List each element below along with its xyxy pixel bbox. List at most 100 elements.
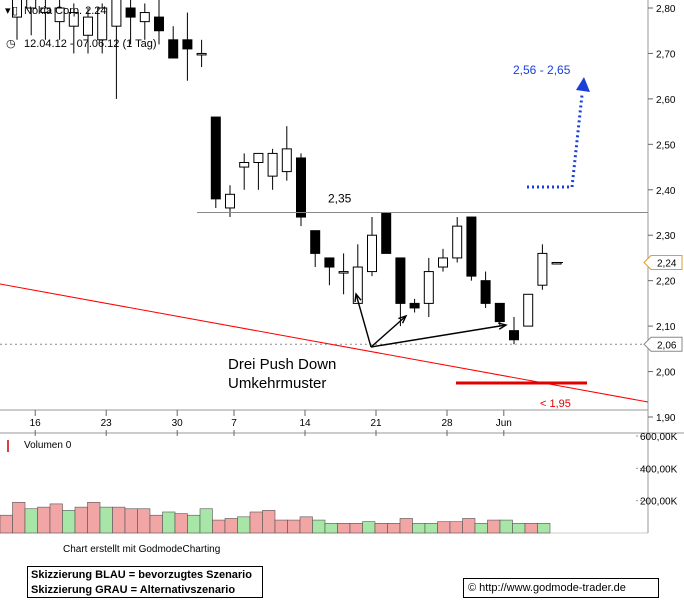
- candle: [423, 257, 434, 318]
- pattern-arrowhead: [354, 292, 362, 303]
- volume-bar: [199, 508, 213, 534]
- stop-label: < 1,95: [540, 398, 571, 410]
- candle: [509, 317, 519, 345]
- volume-bar: [524, 522, 538, 534]
- candle-body: [154, 16, 164, 32]
- volume-bar: [262, 510, 276, 534]
- candle-body: [296, 157, 306, 218]
- candle-body: [438, 257, 448, 268]
- candle: [324, 257, 335, 286]
- volume-bar: [387, 522, 401, 534]
- candle-body: [225, 193, 235, 209]
- volume-bar: [424, 522, 438, 534]
- volume-bar: [487, 519, 501, 534]
- candle: [466, 216, 477, 281]
- x-tick-label: 16: [30, 418, 42, 429]
- x-tick-label: 28: [441, 418, 453, 429]
- candle: [168, 26, 179, 59]
- y-tick-label: 2,20: [656, 277, 676, 288]
- volume-bar: [437, 521, 451, 534]
- y-tick-label: 2,60: [656, 95, 676, 106]
- chart-type-icon: ▯: [12, 5, 19, 17]
- candle: [409, 298, 420, 313]
- x-tick-label: Jun: [496, 418, 512, 429]
- candle: [225, 185, 235, 218]
- candle: [26, 0, 37, 36]
- candle-body: [367, 234, 377, 273]
- candle-body: [480, 280, 491, 304]
- annotations: 2,35 < 1,95 2,56 - 2,65 Drei Push Down Umkeh…: [0, 63, 683, 410]
- pattern-label-line1: Drei Push Down: [228, 356, 336, 373]
- volume-bar: [149, 514, 163, 534]
- candle: [267, 148, 278, 190]
- candle: [83, 8, 93, 54]
- candle: [480, 271, 491, 308]
- volume-bar: [124, 508, 138, 534]
- candle-body: [182, 39, 193, 50]
- candle: [381, 212, 392, 254]
- candle-body: [125, 7, 136, 18]
- candle-body: [54, 7, 65, 23]
- candle-body: [210, 116, 221, 200]
- candle-body: [196, 52, 207, 56]
- candle: [12, 0, 22, 40]
- candle-body: [452, 225, 463, 259]
- volume-tick-label: 400,00K: [640, 464, 678, 475]
- candle-body: [253, 152, 264, 164]
- x-axis-labels: 16 23 30 7 14 21 28 Jun: [30, 418, 512, 429]
- y-tick-label: 2,50: [656, 140, 676, 151]
- volume-bar: [49, 503, 63, 534]
- candle-body: [324, 257, 335, 268]
- volume-bar: [12, 501, 26, 534]
- volume-tick-label: 200,00K: [640, 497, 678, 508]
- volume-bar: [374, 522, 388, 534]
- dropdown-icon[interactable]: ▾: [5, 5, 11, 17]
- candle: [438, 248, 448, 272]
- y-tick-label: 2,10: [656, 322, 676, 333]
- volume-bar: [249, 511, 263, 534]
- candle-body: [239, 162, 250, 168]
- volume-tick-label: 600,00K: [640, 432, 678, 443]
- volume-bar: [99, 506, 113, 534]
- candle: [210, 116, 221, 208]
- candle-body: [97, 7, 108, 41]
- candle: [154, 0, 164, 45]
- candle-body: [68, 12, 79, 27]
- candle-body: [267, 152, 278, 177]
- x-tick-label: 23: [101, 418, 113, 429]
- y-tick-label: 2,70: [656, 49, 676, 60]
- candle-body: [537, 252, 548, 286]
- volume-bar: [412, 522, 426, 534]
- volume-bar: [274, 519, 288, 534]
- y-axis-labels: 2,80 2,70 2,60 2,50 2,40 2,30 2,20 2,10 2,00 1,90…: [640, 4, 678, 508]
- candle: [196, 39, 207, 68]
- volume-bar: [474, 522, 488, 534]
- candle: [395, 257, 406, 327]
- candle: [253, 152, 264, 190]
- candle-body: [83, 16, 93, 36]
- copyright-link[interactable]: © http://www.godmode-trader.de: [463, 578, 659, 598]
- y-tick-label: 2,80: [656, 4, 676, 15]
- candle-body: [409, 302, 420, 309]
- volume-bar: [299, 516, 313, 534]
- volume-bar: [112, 506, 126, 534]
- volume-bar: [187, 514, 201, 534]
- pattern-arrow: [370, 315, 407, 348]
- pattern-arrowhead: [498, 322, 508, 330]
- candle-body: [139, 12, 150, 23]
- volume-bars: [0, 440, 551, 534]
- candle: [352, 244, 363, 304]
- volume-bar: [162, 511, 176, 534]
- x-tick-label: 21: [370, 418, 382, 429]
- pattern-arrow: [370, 324, 507, 348]
- volume-bar: [174, 513, 188, 534]
- support-price-marker: [643, 336, 683, 352]
- volume-bar: [362, 521, 376, 534]
- legend-grey: Skizzierung GRAU = Alternativszenario: [31, 584, 236, 596]
- x-tick-label: 30: [172, 418, 184, 429]
- volume-bar: [312, 519, 326, 534]
- candle: [182, 12, 193, 81]
- volume-bar: [24, 508, 38, 534]
- y-tick-label: 2,30: [656, 231, 676, 242]
